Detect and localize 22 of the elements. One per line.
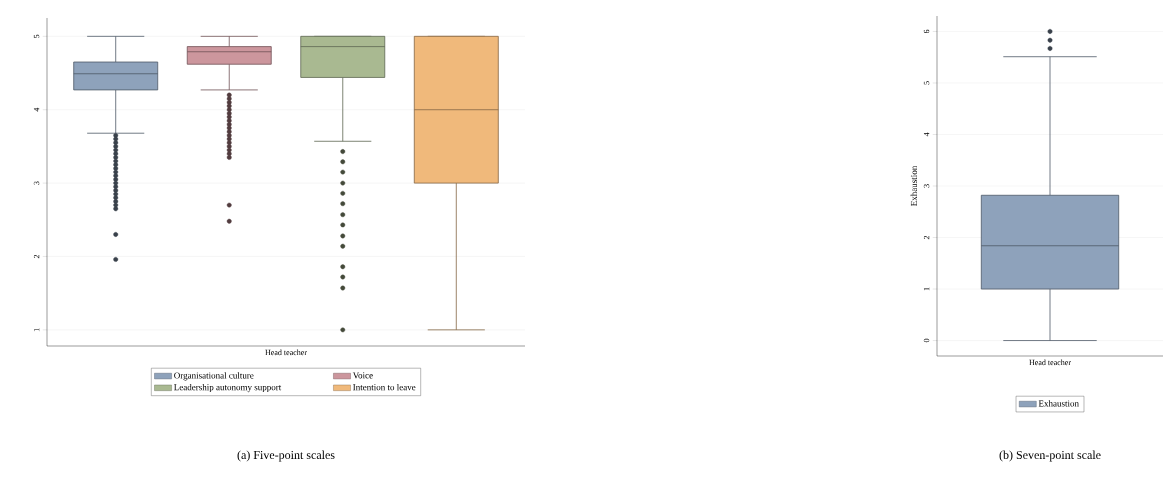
y-tick-label: 4 [33,107,40,112]
y-tick-label: 2 [33,254,40,259]
legend-label: Voice [352,372,373,379]
y-tick-label: 6 [923,29,930,34]
x-tick-label: Head teacher [1029,359,1071,366]
legend-label: Organisational culture [174,372,254,381]
y-tick-label: 0 [923,338,930,343]
x-tick-label: Head teacher [265,349,307,356]
legend-label: Leadership autonomy support [174,383,282,393]
text: (a) Five-point scales [237,450,335,462]
y-tick-label: 3 [923,184,930,188]
y-tick-label: 1 [33,328,40,332]
y-tick-label: 5 [33,34,40,38]
legend-label: Intention to leave [353,383,416,391]
y-tick-label: 2 [923,235,930,240]
y-tick-label: 1 [923,287,930,291]
y-tick-label: 4 [923,132,930,137]
y-axis-title: Exhaustion [910,165,917,206]
legend-label: Exhaustion [1038,400,1079,407]
y-tick-label: 3 [33,181,40,185]
text: (b) Seven-point scale [999,450,1101,462]
y-tick-label: 5 [923,81,930,85]
